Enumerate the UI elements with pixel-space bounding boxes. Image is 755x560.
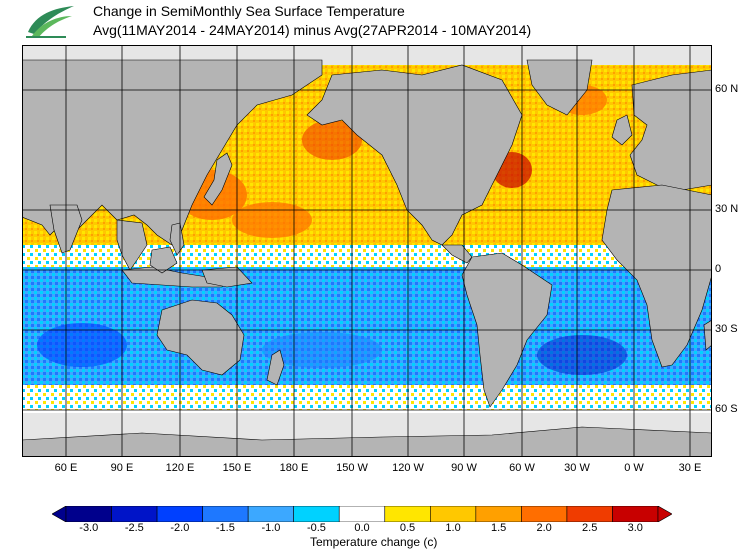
lon-label: 30 E: [678, 462, 702, 474]
lon-label: 60 E: [54, 462, 78, 474]
colorbar-swatch: [111, 506, 158, 522]
colorbar-tick-label: 2.0: [536, 522, 552, 534]
colorbar-swatch: [521, 506, 568, 522]
lon-label: 60 W: [509, 462, 535, 474]
southeast-asia-land: [116, 219, 148, 271]
colorbar-tick-label: -1.0: [261, 522, 281, 534]
warm-hotspot-kuroshio: [232, 202, 312, 238]
north-america-land: [306, 64, 523, 246]
japan-land: [203, 152, 233, 206]
cool-hotspot-south-atlantic: [537, 335, 627, 375]
graticule: [22, 45, 712, 457]
colorbar-tick-label: 0.0: [354, 522, 370, 534]
colorbar-tick-label: -3.0: [79, 522, 99, 534]
lat-label: 60 N: [715, 83, 739, 95]
mixed-anomaly-band: [22, 245, 712, 267]
lon-label: 150 E: [222, 462, 252, 474]
lat-label: 60 S: [715, 403, 738, 415]
colorbar-swatch: [430, 506, 477, 522]
colorbar-tick-label: -1.5: [215, 522, 235, 534]
colorbar: [52, 506, 672, 522]
cool-hotspot-australia-west: [37, 323, 127, 367]
colorbar-swatch: [156, 506, 203, 522]
antarctica-land: [22, 426, 712, 457]
colorbar-tick-label: 1.0: [445, 522, 461, 534]
colorbar-tick-label: -0.5: [306, 522, 326, 534]
chart-title: Change in SemiMonthly Sea Surface Temper…: [93, 3, 405, 19]
central-america-land: [441, 244, 473, 264]
colorbar-swatch: [338, 506, 386, 522]
british-isles-land: [611, 114, 633, 146]
madagascar-land: [703, 319, 712, 351]
colorbar-max-arrow: [657, 506, 672, 522]
lon-label: 120 E: [165, 462, 195, 474]
mixed-anomaly-southern-ocean: [22, 385, 712, 410]
lon-label: 30 W: [564, 462, 590, 474]
colorbar-swatch: [384, 506, 431, 522]
colorbar-swatch: [202, 506, 249, 522]
philippines-land: [169, 222, 185, 256]
lat-label: 30 N: [715, 203, 739, 215]
colorbar-swatch: [475, 506, 522, 522]
lon-label: 90 W: [451, 462, 477, 474]
australia-land: [156, 299, 245, 376]
colorbar-title: Temperature change (c): [310, 535, 438, 549]
lon-label: 150 W: [336, 462, 368, 474]
lon-label: 120 W: [392, 462, 424, 474]
colorbar-swatch: [65, 506, 112, 522]
new-zealand-land: [266, 349, 285, 386]
lon-label: 180 E: [279, 462, 309, 474]
colorbar-swatch: [293, 506, 340, 522]
colorbar-tick-label: -2.0: [170, 522, 190, 534]
lat-label: 0: [715, 263, 722, 275]
cool-anomaly-south-band: [22, 263, 712, 408]
colorbar-tick-label: 0.5: [399, 522, 416, 534]
greenland-land: [526, 59, 593, 116]
colorbar-swatch: [566, 506, 613, 522]
colorbar-swatch: [247, 506, 294, 522]
lat-label: 30 S: [715, 323, 738, 335]
agency-logo-icon: [26, 6, 74, 38]
sst-change-map: [22, 45, 712, 457]
lon-label: 0 W: [624, 462, 644, 474]
colorbar-tick-label: 2.5: [582, 522, 598, 534]
colorbar-tick-label: 3.0: [627, 522, 643, 534]
lon-label: 90 E: [110, 462, 134, 474]
europe-land: [629, 69, 712, 191]
warm-hotspot-gulf-of-alaska: [302, 120, 362, 160]
colorbar-swatch: [612, 506, 659, 522]
africa-land: [601, 184, 712, 368]
borneo-land: [149, 246, 178, 274]
map-frame: [22, 45, 712, 457]
colorbar-tick-label: 1.5: [490, 522, 507, 534]
colorbar-tick-label: -2.5: [124, 522, 144, 534]
chart-subtitle: Avg(11MAY2014 - 24MAY2014) minus Avg(27A…: [93, 22, 532, 38]
colorbar-min-arrow: [52, 506, 67, 522]
new-guinea-land: [201, 266, 253, 288]
